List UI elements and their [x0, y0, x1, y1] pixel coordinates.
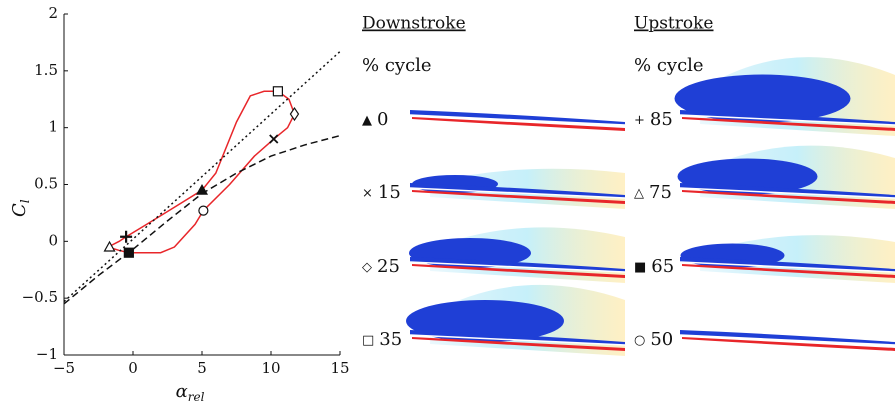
row-number: 85	[650, 109, 673, 130]
row-symbol: ■	[634, 260, 646, 275]
panel-row-label: × 15	[362, 182, 401, 203]
row-number: 35	[379, 329, 402, 350]
flow-image	[409, 227, 625, 283]
y-label-sub: l	[18, 199, 32, 203]
flow-image	[410, 110, 625, 131]
row-symbol: ◇	[362, 260, 372, 275]
panel-subtitle: % cycle	[634, 55, 704, 76]
x-tick-label: 0	[128, 359, 138, 377]
marker	[105, 242, 115, 251]
flow-image	[406, 285, 625, 356]
row-number: 25	[377, 256, 400, 277]
marker	[273, 87, 282, 96]
x-label-sub: rel	[188, 390, 205, 404]
y-tick-label: −0.5	[22, 288, 58, 306]
panel-title: Upstroke	[634, 14, 714, 34]
row-number: 65	[651, 256, 674, 277]
row-symbol: +	[634, 113, 645, 128]
panel-row-label: ◇ 25	[362, 256, 400, 277]
marker	[199, 206, 208, 215]
series-line	[64, 52, 340, 302]
panel-row-label: ○ 50	[634, 329, 673, 350]
x-tick-label: 10	[261, 359, 280, 377]
panel-title: Downstroke	[362, 14, 466, 34]
y-tick-label: 0	[48, 231, 58, 249]
marker	[124, 248, 133, 257]
panel-row-label: ■ 65	[634, 256, 674, 277]
row-symbol: ×	[362, 186, 373, 201]
x-label-main: α	[176, 381, 188, 402]
row-symbol: ○	[634, 333, 645, 348]
flow-image	[410, 169, 625, 209]
flow-image	[680, 330, 895, 351]
panel-row-label: +85	[634, 109, 673, 130]
marker	[270, 135, 278, 143]
flow-image	[680, 235, 895, 283]
y-tick-label: 1	[48, 118, 58, 136]
series-line	[64, 136, 340, 304]
x-axis-label: αrel	[176, 381, 205, 404]
y-label-main: C	[9, 203, 30, 217]
row-number: 15	[378, 182, 401, 203]
y-tick-label: 2	[48, 4, 58, 22]
x-tick-label: 5	[197, 359, 207, 377]
row-number: 50	[650, 329, 673, 350]
row-number: 75	[649, 182, 672, 203]
row-symbol: △	[634, 186, 644, 201]
flow-image	[675, 57, 895, 136]
flow-image	[678, 146, 895, 209]
panel-row-label: △ 75	[634, 182, 672, 203]
series-line	[108, 91, 294, 252]
panel-row-label: ▲0	[362, 109, 388, 130]
x-tick-label: 15	[330, 359, 349, 377]
y-tick-label: 1.5	[34, 61, 58, 79]
row-symbol: ▲	[362, 113, 372, 128]
panel-subtitle: % cycle	[362, 55, 432, 76]
y-axis-label: Cl	[9, 199, 32, 217]
marker	[120, 231, 132, 243]
panel-row-label: □ 35	[362, 329, 402, 350]
row-symbol: □	[362, 333, 374, 348]
x-tick-label: −5	[53, 359, 75, 377]
y-tick-label: 0.5	[34, 175, 58, 193]
row-number: 0	[377, 109, 388, 130]
